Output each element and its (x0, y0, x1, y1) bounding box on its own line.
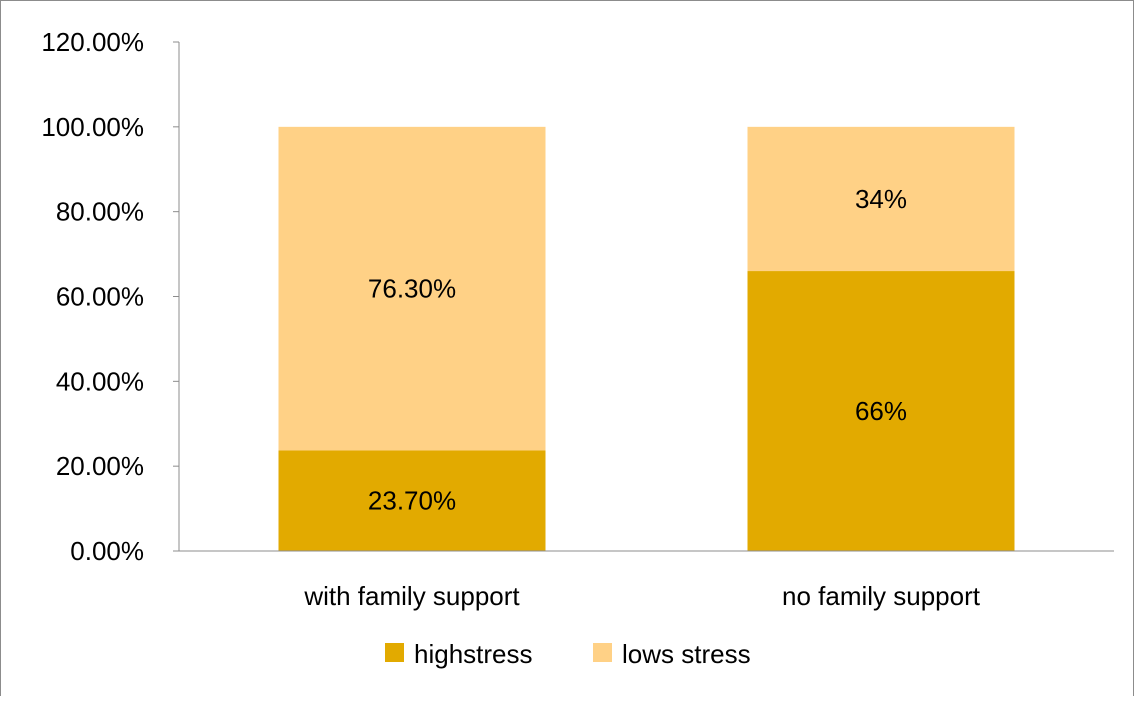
data-label: 34% (855, 184, 907, 214)
legend-swatch (593, 643, 612, 662)
legend-swatch (385, 643, 404, 662)
x-tick-label: no family support (782, 581, 981, 611)
bars (278, 126, 1015, 551)
legend-label: highstress (414, 639, 533, 669)
legend: highstress lows stress (385, 639, 751, 669)
y-axis: 0.00% 20.00% 40.00% 60.00% 80.00% 100.00% 120.… (41, 27, 180, 566)
bar-segment-lows-stress-1 (278, 126, 546, 451)
data-label: 76.30% (368, 274, 456, 304)
y-tick-label: 120.00% (41, 27, 144, 57)
bar-segment-highstress-2 (747, 271, 1015, 551)
x-axis: with family support no family support (179, 550, 1114, 611)
data-label: 66% (855, 396, 907, 426)
y-tick-label: 100.00% (41, 112, 144, 142)
y-tick-label: 60.00% (56, 282, 144, 312)
data-labels: 23.70% 76.30% 66% 34% (368, 184, 907, 516)
legend-label: lows stress (622, 639, 751, 669)
y-tick-label: 80.00% (56, 197, 144, 227)
y-tick-label: 0.00% (70, 536, 144, 566)
bar-segment-highstress-1 (278, 450, 546, 551)
y-tick-label: 40.00% (56, 366, 144, 396)
x-tick-label: with family support (303, 581, 520, 611)
bar-segment-lows-stress-2 (747, 126, 1015, 272)
y-tick-label: 20.00% (56, 451, 144, 481)
data-label: 23.70% (368, 486, 456, 516)
